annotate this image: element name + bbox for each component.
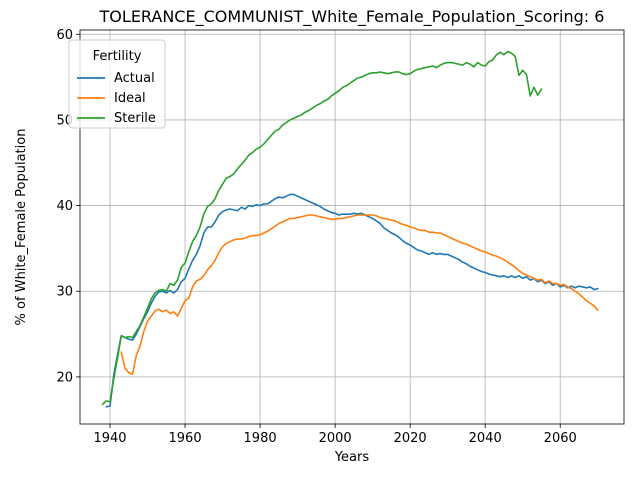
x-tick-label: 1940 (93, 431, 126, 446)
series-line-ideal (120, 214, 599, 376)
y-tick-label: 60 (56, 28, 73, 43)
x-tick-label: 1980 (244, 431, 277, 446)
x-axis-label: Years (334, 450, 370, 465)
legend: Fertility Actual Ideal Sterile (68, 39, 166, 129)
y-tick-label: 30 (56, 285, 73, 300)
series-line-actual (105, 193, 599, 408)
y-axis-label: % of White_Female Population (14, 129, 29, 326)
x-tick-label: 1960 (169, 431, 202, 446)
legend-label-actual: Actual (114, 71, 155, 86)
legend-label-ideal: Ideal (114, 91, 146, 106)
plot-frame (79, 29, 625, 425)
y-tick-label: 40 (56, 199, 73, 214)
chart-title: TOLERANCE_COMMUNIST_White_Female_Populat… (99, 7, 605, 27)
series-lines (101, 50, 599, 408)
x-tick-label: 2000 (319, 431, 352, 446)
legend-label-sterile: Sterile (114, 111, 156, 126)
series-line-sterile (101, 50, 543, 406)
legend-box (68, 39, 166, 129)
x-tick-label: 2020 (394, 431, 427, 446)
x-tick-label: 2060 (544, 431, 577, 446)
y-tick-label: 20 (56, 370, 73, 385)
legend-title: Fertility (93, 49, 142, 64)
legend-items: Actual Ideal Sterile (77, 71, 156, 126)
x-tick-label: 2040 (469, 431, 502, 446)
